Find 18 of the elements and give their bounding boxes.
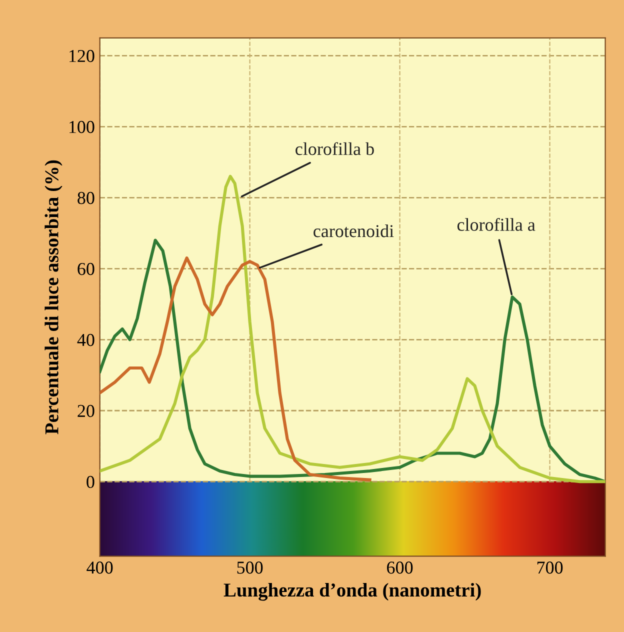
y-tick-label: 0 xyxy=(86,476,94,488)
annotation: clorofilla b xyxy=(296,142,374,156)
y-tick-label: 20 xyxy=(78,404,94,418)
x-tick-label: 500 xyxy=(237,562,263,574)
line-series xyxy=(100,174,606,484)
y-axis-title: Percentuale di luce assorbita (%) xyxy=(44,160,62,434)
y-tick-label: 60 xyxy=(78,262,94,276)
x-axis-title: Lunghezza d’onda (nanometri) xyxy=(224,582,481,601)
y-tick-label: 40 xyxy=(77,334,94,346)
x-tick-label: 600 xyxy=(387,562,413,574)
annotation: carotenoidi xyxy=(314,224,394,238)
line-series xyxy=(100,256,372,482)
x-tick-label: 400 xyxy=(86,562,113,574)
x-tick-label: 700 xyxy=(537,562,563,574)
y-tick-label: 120 xyxy=(69,50,94,62)
y-tick-label: 80 xyxy=(78,192,94,204)
annotation: clorofilla a xyxy=(457,218,536,231)
y-tick-label: 100 xyxy=(69,120,94,134)
